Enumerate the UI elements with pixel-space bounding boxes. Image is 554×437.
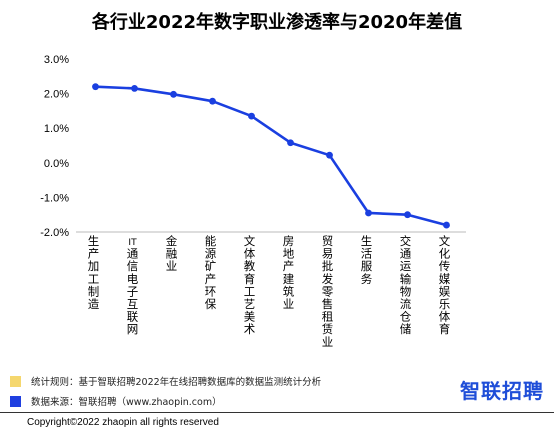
data-point [170,90,177,98]
series-line [95,85,447,227]
note-rule-text: 统计规则：基于智联招聘2022年在线招聘数据库的数据监测统计分析 [31,377,322,388]
data-point [365,209,372,217]
note-source-text: 数据来源：智联招聘（www.zhaopin.com） [31,397,222,408]
data-point [326,151,333,159]
y-tick-label: 0.0% [44,158,69,170]
x-tick-label: 金融业 [166,234,178,273]
y-tick-label: -2.0% [40,227,69,239]
data-point [131,85,138,92]
note-rule-swatch [10,375,21,387]
y-tick-label: -1.0% [40,192,69,204]
x-tick-label: 贸易批发零售租赁业 [322,234,334,349]
data-point [404,211,411,219]
divider [0,412,554,413]
data-point [92,83,99,91]
x-tick-label: 能源矿产环保 [205,234,217,311]
y-tick-label: 3.0% [44,54,69,66]
note-rule: 统计规则：基于智联招聘2022年在线招聘数据库的数据监测统计分析 [10,371,321,391]
x-tick-label: 交通运输物流仓储 [400,234,412,336]
data-point [209,97,216,105]
y-tick-label: 1.0% [44,123,69,135]
copyright: Copyright©2022 zhaopin all rights reserv… [27,417,219,428]
x-tick-label: 房地产建筑业 [283,234,295,311]
x-tick-label: 生产加工制造 [88,234,100,311]
data-point [287,139,294,147]
data-point [443,221,450,229]
line-chart: 3.0% 2.0% 1.0% 0.0% -1.0% -2.0% 生产加工制造 IT 通信电子互联… [40,54,466,349]
x-tick-label: 文化传媒娱乐体育 [439,234,451,336]
data-point [248,112,255,120]
brand-logo: 智联招聘 [460,379,544,403]
notes: 统计规则：基于智联招聘2022年在线招聘数据库的数据监测统计分析 数据来源：智联… [10,371,321,411]
x-tick-label: 文体教育工艺美术 [244,234,256,336]
x-tick-label: IT 通信电子互联网 [127,238,139,336]
y-tick-label: 2.0% [44,89,69,101]
note-source: 数据来源：智联招聘（www.zhaopin.com） [10,391,321,411]
note-source-swatch [10,395,21,407]
chart-title: 各行业2022年数字职业渗透率与2020年差值 [91,12,463,33]
x-tick-label: 生活服务 [361,234,373,286]
